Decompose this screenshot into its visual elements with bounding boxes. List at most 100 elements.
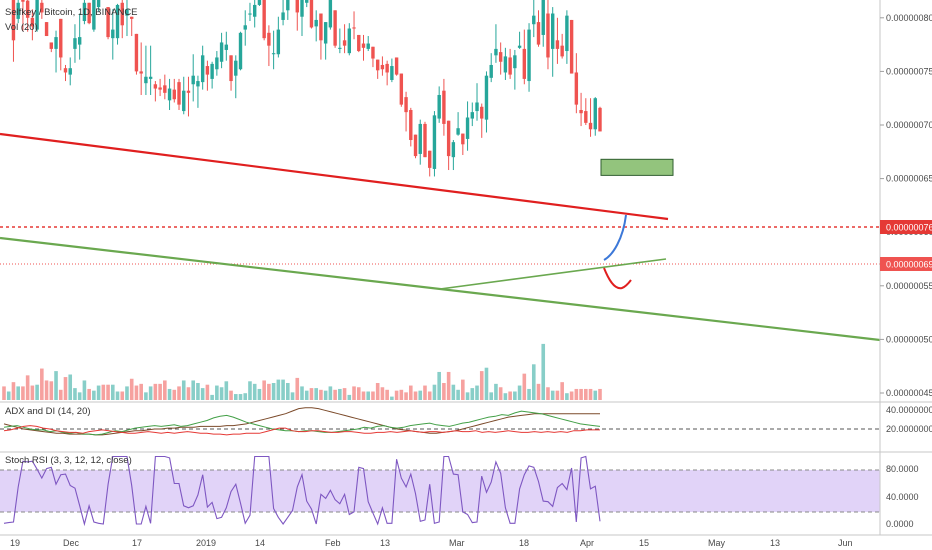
candle-body [167, 88, 172, 101]
adx-pane[interactable]: 40.00000000 20.00000000 ADX and DI (14, … [0, 402, 932, 452]
volume-bar [465, 392, 470, 400]
volume-bar [205, 384, 210, 400]
main-price-pane[interactable]: 0.000001150.000001100.000001050.00000100… [0, 0, 932, 402]
volume-bar [375, 383, 380, 400]
candle-body [446, 120, 451, 157]
resistance-trendline[interactable] [0, 132, 669, 221]
volume-bar [120, 391, 125, 400]
candle-body [314, 19, 318, 27]
candle-body [63, 68, 68, 73]
target-zone-4[interactable] [600, 158, 674, 176]
candle-body [470, 112, 474, 119]
price-tick-label: 0.00000070 [886, 120, 932, 130]
volume-bar [153, 383, 158, 400]
time-tick-label: Apr [580, 538, 594, 548]
volume-bar [115, 391, 120, 400]
volume-bar [191, 380, 196, 400]
volume-bar [238, 394, 243, 400]
volume-bar [262, 380, 266, 400]
volume-bar [593, 390, 598, 400]
candle-body [480, 106, 484, 119]
volume-bar [248, 381, 252, 400]
volume-bar [342, 388, 347, 400]
volume-bar [423, 385, 427, 400]
volume-bar [319, 389, 323, 400]
candle-body [489, 64, 493, 78]
candle-body [366, 43, 370, 49]
volume-bar [11, 382, 16, 400]
candle-body [550, 13, 555, 49]
volume-bar [163, 380, 167, 400]
price-tick-label: 0.00000055 [886, 281, 932, 291]
volume-bar [475, 385, 479, 400]
inner-support-trendline[interactable] [439, 258, 667, 290]
volume-bar [196, 383, 200, 400]
price-tick-label: 0.00000050 [886, 334, 932, 344]
level-price-tag [880, 220, 932, 234]
stoch-rsi-pane[interactable]: 80.0000 40.0000 0.0000 Stoch RSI (3, 3, … [0, 452, 919, 535]
candle-body [35, 0, 39, 30]
candle-body [144, 76, 148, 84]
target-zones [600, 158, 674, 176]
candle-body [584, 111, 588, 123]
candle-body [498, 52, 503, 62]
bullish-projection-path [603, 214, 627, 261]
candle-body [380, 64, 385, 70]
candle-body [191, 75, 195, 85]
candle-body [21, 0, 25, 2]
volume-bar [451, 384, 456, 400]
volume-bar [224, 381, 229, 400]
volume-bar [233, 394, 238, 400]
volume-bar [300, 386, 304, 400]
candle-body [579, 109, 583, 114]
volume-bar [286, 383, 290, 400]
candle-body [347, 28, 352, 54]
candle-body [451, 142, 456, 158]
volume-bar [314, 388, 318, 400]
stoch-rsi-line [3, 455, 601, 527]
candle-body [238, 32, 243, 70]
volume-bar [513, 391, 517, 400]
candle-body [456, 128, 460, 135]
volume-bar [304, 390, 309, 400]
candle-body [182, 90, 186, 112]
candle-body [92, 0, 96, 30]
candle-body [59, 18, 63, 58]
candle-body [432, 115, 437, 169]
candle-body [513, 55, 517, 69]
candle-body [106, 7, 110, 38]
volume-bar [418, 390, 423, 400]
candle-body [323, 22, 328, 44]
candle-body [25, 0, 30, 18]
volume-bar [390, 396, 394, 400]
candle-body [186, 90, 191, 93]
volume-bar [555, 390, 560, 400]
price-tick-label: 0.00000075 [886, 66, 932, 76]
candle-body [527, 29, 531, 82]
volume-bar [361, 391, 366, 400]
candle-body [342, 40, 347, 46]
volume-bar [96, 385, 101, 400]
candle-body [390, 66, 394, 80]
candle-body [361, 43, 366, 48]
candle-body [276, 29, 281, 55]
volume-bar [92, 390, 96, 400]
volume-bar [456, 389, 460, 400]
volume-bar [584, 388, 588, 400]
volume-bar [129, 378, 134, 400]
candle-body [224, 44, 229, 50]
volume-bar [565, 393, 569, 400]
candle-body [522, 48, 527, 79]
volume-bar [517, 385, 522, 400]
stoch-tick-80: 80.0000 [886, 464, 919, 474]
adx-line [3, 407, 600, 436]
volume-bar [413, 391, 418, 400]
candle-body [234, 60, 238, 76]
candle-body [409, 109, 413, 141]
adx-panel-title: ADX and DI (14, 20) [5, 406, 91, 417]
candle-body [271, 53, 276, 55]
candle-body [465, 117, 470, 139]
candle-body [49, 42, 54, 49]
